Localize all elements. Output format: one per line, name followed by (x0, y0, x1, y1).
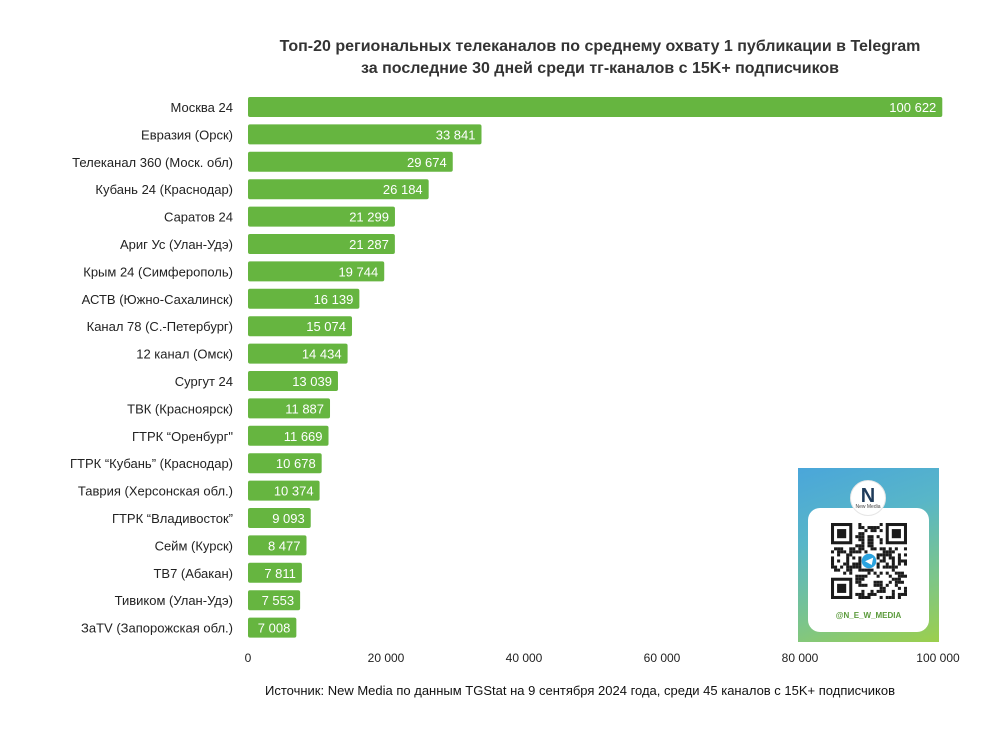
x-axis: 0 20 000 40 000 60 000 80 000 100 000 (245, 651, 960, 665)
new-media-logo: N New Media (850, 480, 886, 516)
qr-card: N New Media @N_E_W_MEDIA (798, 468, 939, 642)
qr-code-icon (831, 523, 907, 599)
bar-value-label: 13 039 (292, 374, 332, 389)
bar (248, 398, 331, 419)
bar-value-label: 7 811 (264, 566, 296, 581)
bar (248, 590, 301, 611)
bar (248, 508, 311, 528)
bar-value-label: 26 184 (383, 182, 423, 197)
bar-value-label: 7 553 (262, 593, 295, 608)
bar-value-label: 29 674 (407, 155, 447, 170)
bar-value-label: 10 374 (274, 484, 314, 499)
x-tick-label: 80 000 (782, 651, 819, 665)
bar (248, 124, 482, 145)
bar (248, 453, 322, 474)
bar-value-label: 19 744 (338, 264, 378, 279)
chart-title: Топ-20 региональных телеканалов по средн… (200, 36, 1000, 80)
x-tick-label: 100 000 (916, 651, 960, 665)
bar (248, 288, 360, 309)
chart-source: Источник: New Media по данным TGStat на … (265, 683, 895, 698)
bar-value-label: 15 074 (306, 319, 346, 334)
category-label: ГТРК “Владивосток” (112, 511, 233, 526)
bar (248, 562, 302, 583)
bar-value-label: 11 887 (285, 401, 324, 416)
bar (248, 97, 943, 117)
category-label: ТВК (Красноярск) (127, 401, 233, 416)
bar (248, 480, 320, 501)
category-label: ТВ7 (Абакан) (153, 566, 233, 581)
chart-title-line-2: за последние 30 дней среди тг-каналов с … (361, 60, 839, 77)
category-label: Телеканал 360 (Моск. обл) (72, 155, 233, 170)
bar (248, 343, 348, 364)
bars-group: Москва 24 100 622 Евразия (Орск) 33 841 Теле… (70, 97, 943, 638)
bar-value-label: 21 287 (349, 237, 389, 252)
category-label: 12 канал (Омск) (136, 347, 233, 362)
category-label: Саратов 24 (164, 210, 233, 225)
bar (248, 617, 297, 638)
bar-value-label: 16 139 (314, 292, 354, 307)
x-tick-label: 20 000 (368, 651, 405, 665)
logo-letter: N (860, 485, 876, 507)
category-label: Кубань 24 (Краснодар) (95, 182, 233, 197)
category-label: Канал 78 (С.-Петербург) (87, 319, 233, 334)
category-label: Крым 24 (Симферополь) (83, 264, 233, 279)
category-label: АСТВ (Южно-Сахалинск) (82, 292, 233, 307)
category-label: Сейм (Курск) (155, 538, 233, 553)
category-label: Москва 24 (171, 100, 233, 115)
category-label: ГТРК “Кубань” (Краснодар) (70, 456, 233, 471)
qr-panel: @N_E_W_MEDIA (808, 508, 929, 632)
bar-value-label: 10 678 (276, 456, 316, 471)
x-tick-label: 60 000 (644, 651, 681, 665)
category-label: Сургут 24 (175, 374, 233, 389)
x-tick-label: 40 000 (506, 651, 543, 665)
bar (248, 535, 307, 556)
category-label: Тивиком (Улан-Удэ) (115, 593, 233, 608)
category-label: ГТРК “Оренбург" (132, 429, 233, 444)
bar (248, 371, 338, 391)
bar-value-label: 14 434 (302, 347, 342, 362)
qr-handle: @N_E_W_MEDIA (835, 611, 902, 620)
category-label: Таврия (Херсонская обл.) (78, 484, 233, 499)
x-tick-label: 0 (245, 651, 252, 665)
category-label: Евразия (Орск) (141, 127, 233, 142)
logo-subtitle: New Media (855, 504, 881, 510)
bar (248, 151, 453, 172)
bar (248, 179, 429, 200)
category-label: Ариг Ус (Улан-Удэ) (120, 237, 233, 252)
bar-value-label: 8 477 (268, 538, 301, 553)
bar-value-label: 11 669 (284, 429, 323, 444)
bar (248, 234, 395, 254)
bar (248, 206, 395, 227)
bar-value-label: 100 622 (889, 100, 936, 115)
bar-value-label: 7 008 (258, 621, 291, 636)
bar-value-label: 9 093 (272, 511, 305, 526)
bar-value-label: 21 299 (349, 210, 389, 225)
category-label: ЗаTV (Запорожская обл.) (81, 621, 233, 636)
bar (248, 261, 385, 282)
bar (248, 316, 353, 337)
bar (248, 425, 329, 446)
chart-title-line-1: Топ-20 региональных телеканалов по средн… (279, 38, 921, 55)
bar-value-label: 33 841 (436, 127, 476, 142)
